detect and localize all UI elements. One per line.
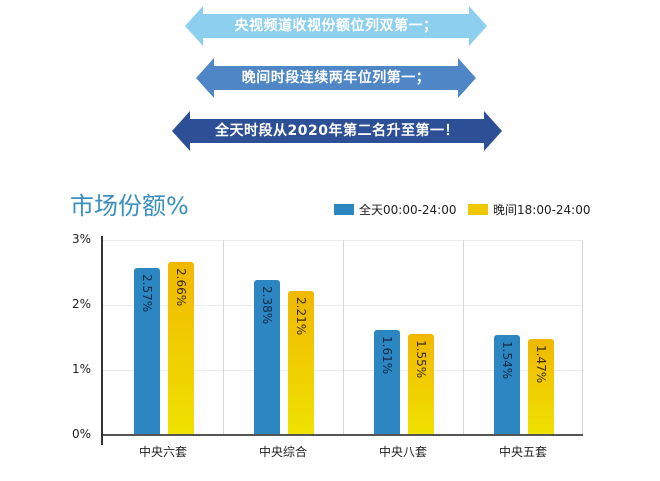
chart-title: 市场份额%	[70, 192, 189, 220]
y-tick-0: 0%	[72, 427, 92, 441]
double-arrow-shape	[196, 58, 476, 98]
banner-3: 全天时段从2020年第二名升至第一！	[172, 111, 502, 151]
bar-value-label: 1.55%	[414, 340, 428, 379]
bar-evening-cctv8: 1.55%	[408, 334, 434, 435]
x-label: 中央综合	[258, 445, 307, 459]
bar-value-label: 2.38%	[260, 286, 274, 325]
legend-label: 全天00:00-24:00	[359, 203, 457, 217]
bar-allday-cctv1: 2.38%	[254, 280, 280, 435]
bar-value-label: 1.47%	[534, 345, 548, 384]
gridline-vertical	[343, 240, 344, 435]
banner-3-text: 全天时段从2020年第二名升至第一！	[215, 123, 459, 139]
y-axis	[101, 236, 103, 445]
gridline-vertical	[463, 240, 464, 435]
banner-2-text: 晚间时段连续两年位列第一；	[241, 70, 431, 86]
bar-value-label: 1.54%	[500, 341, 514, 380]
x-label: 中央五套	[498, 445, 547, 459]
legend-label: 晚间18:00-24:00	[493, 203, 591, 217]
bar-value-label: 2.66%	[174, 268, 188, 307]
legend-item-evening: 晚间18:00-24:00	[468, 201, 591, 218]
gridline-vertical	[223, 240, 224, 435]
x-axis	[103, 434, 583, 436]
bar-value-label: 2.21%	[294, 297, 308, 336]
banner-1-text: 央视频道收视份额位列双第一；	[234, 18, 438, 34]
legend-item-allday: 全天00:00-24:00	[334, 201, 457, 218]
y-tick-2: 2%	[72, 297, 92, 311]
y-tick-3: 3%	[72, 232, 92, 246]
x-label: 中央六套	[138, 445, 187, 459]
bar-allday-cctv5: 1.54%	[494, 335, 520, 435]
double-arrow-shape	[185, 6, 487, 46]
bar-evening-cctv1: 2.21%	[288, 291, 314, 435]
double-arrow-shape	[172, 111, 502, 151]
y-tick-1: 1%	[72, 362, 92, 376]
x-label: 中央八套	[378, 445, 427, 459]
bar-evening-cctv5: 1.47%	[528, 339, 554, 435]
bar-value-label: 1.61%	[380, 336, 394, 375]
plot-area: 2.57% 2.66% 2.38% 2.21% 1.61% 1.55% 1.54…	[101, 236, 583, 445]
bar-allday-cctv8: 1.61%	[374, 330, 400, 435]
banner-2: 晚间时段连续两年位列第一；	[196, 58, 476, 98]
bar-allday-cctv6: 2.57%	[134, 268, 160, 435]
bar-evening-cctv6: 2.66%	[168, 262, 194, 435]
legend-swatch-blue	[334, 204, 354, 215]
legend-swatch-yellow	[468, 204, 488, 215]
gridline-vertical	[582, 240, 583, 435]
bar-value-label: 2.57%	[140, 274, 154, 313]
banner-1: 央视频道收视份额位列双第一；	[185, 6, 487, 46]
